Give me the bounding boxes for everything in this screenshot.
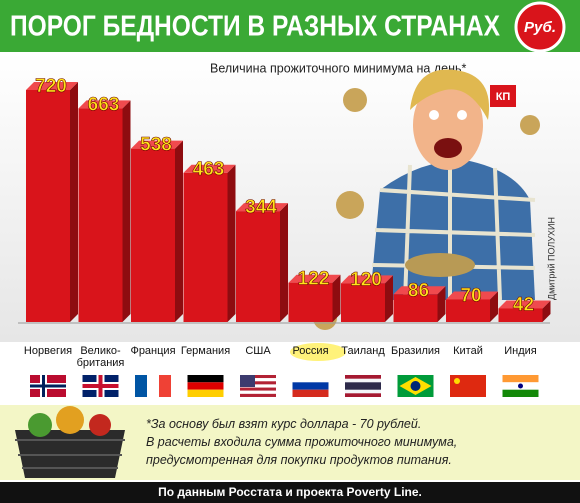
bar-top — [26, 82, 78, 90]
title: ПОРОГ БЕДНОСТИ В РАЗНЫХ СТРАНАХ — [10, 11, 501, 43]
bar — [341, 283, 385, 322]
flag — [135, 375, 147, 397]
flag — [292, 382, 329, 390]
flag — [240, 381, 276, 385]
illustration — [313, 69, 540, 330]
value-label: 70 — [460, 285, 481, 306]
badge-text: Руб. — [524, 19, 556, 36]
bar-side — [490, 291, 498, 322]
bar-side — [70, 82, 78, 322]
flag — [240, 375, 276, 379]
source-bar — [0, 482, 580, 503]
logo: КП — [496, 91, 511, 103]
flag — [82, 384, 119, 388]
flag — [240, 393, 276, 397]
flag — [410, 381, 421, 391]
flag — [454, 378, 460, 384]
badge — [514, 1, 566, 53]
value-label: 463 — [193, 159, 225, 180]
category-label: Таиланд — [341, 345, 385, 357]
category-label: Велико- британия — [76, 345, 125, 369]
bar-side — [175, 140, 183, 322]
flag — [502, 375, 539, 383]
flag — [240, 390, 276, 394]
bar-side — [385, 275, 393, 322]
credit: Дмитрий ПОЛУХИН — [546, 217, 556, 300]
bar-side — [122, 100, 131, 322]
bar-side — [332, 274, 341, 322]
source: По данным Росстата и проекта Poverty Lin… — [158, 485, 422, 499]
bar-side — [280, 203, 288, 322]
flag — [240, 387, 276, 391]
category-label: Бразилия — [390, 345, 441, 357]
bar-side — [542, 300, 551, 322]
flag — [240, 384, 276, 388]
bar-top — [393, 286, 446, 295]
flag — [292, 375, 329, 383]
flag — [159, 375, 171, 397]
bar-top — [341, 275, 393, 284]
flag — [147, 375, 159, 397]
title-bar — [0, 0, 580, 52]
bar — [446, 299, 490, 322]
bar — [393, 294, 438, 322]
flag — [240, 375, 255, 387]
bar-top — [78, 100, 131, 109]
subtitle: Величина прожиточного минимума на день* — [210, 61, 467, 75]
value-label: 120 — [350, 269, 382, 290]
category-label: Норвегия — [23, 345, 73, 357]
value-label: 720 — [35, 76, 67, 97]
category-label: США — [245, 345, 271, 357]
category-label: Франция — [130, 345, 176, 357]
footnote-line: предусмотренная для покупки продуктов пи… — [146, 453, 452, 467]
value-label: 42 — [513, 294, 534, 315]
category-label: Индия — [504, 345, 537, 357]
bar-side — [227, 164, 236, 322]
category-label: Китай — [453, 345, 483, 357]
bar-top — [183, 164, 236, 173]
flag — [345, 382, 381, 390]
bar — [78, 108, 123, 322]
value-label: 344 — [245, 197, 277, 218]
footnote-line: В расчеты входила сумма прожиточного мин… — [146, 435, 458, 449]
flag — [502, 389, 539, 397]
bar — [498, 308, 543, 322]
flag — [518, 383, 523, 389]
value-label: 538 — [140, 135, 172, 156]
bar-top — [498, 300, 551, 309]
category-label: Россия — [292, 345, 329, 357]
flag — [240, 378, 276, 382]
basket — [15, 406, 125, 478]
value-label: 663 — [88, 94, 120, 115]
bar — [288, 282, 333, 322]
highlight — [290, 343, 346, 361]
flag — [30, 384, 66, 388]
bar — [26, 90, 70, 322]
flag — [187, 389, 224, 397]
bar-top — [131, 140, 183, 149]
bar-top — [236, 203, 288, 212]
flag — [187, 382, 224, 390]
bar — [183, 172, 228, 322]
footnote-line: *За основу был взят курс доллара - 70 ру… — [146, 417, 422, 431]
bar-top — [288, 274, 341, 283]
flag — [450, 375, 486, 397]
bar-top — [446, 291, 498, 300]
category-label: Германия — [180, 345, 231, 357]
value-label: 122 — [298, 269, 330, 290]
bar-side — [437, 286, 446, 322]
bar — [236, 211, 280, 322]
flag — [292, 389, 329, 397]
value-label: 86 — [408, 280, 429, 301]
bar — [131, 148, 175, 322]
flag — [187, 375, 224, 383]
